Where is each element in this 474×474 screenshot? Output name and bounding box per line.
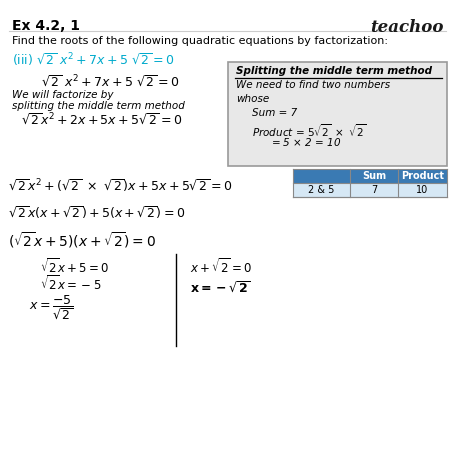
Text: $x + \sqrt{2} = 0$: $x + \sqrt{2} = 0$ (190, 257, 252, 276)
FancyBboxPatch shape (292, 169, 447, 183)
Text: $\sqrt{2}x + 5 = 0$: $\sqrt{2}x + 5 = 0$ (40, 257, 109, 276)
Text: Sum = 7: Sum = 7 (252, 108, 298, 118)
Text: Find the roots of the following quadratic equations by factorization:: Find the roots of the following quadrati… (11, 36, 388, 46)
Text: Product: Product (401, 171, 444, 181)
Text: Splitting the middle term method: Splitting the middle term method (236, 66, 432, 76)
Text: Product = $5\sqrt{2}\ \times\ \sqrt{2}$: Product = $5\sqrt{2}\ \times\ \sqrt{2}$ (252, 122, 367, 139)
Text: Sum: Sum (362, 171, 386, 181)
Text: $x = \dfrac{-5}{\sqrt{2}}$: $x = \dfrac{-5}{\sqrt{2}}$ (29, 294, 73, 322)
Text: 2 & 5: 2 & 5 (308, 185, 335, 195)
Text: 10: 10 (417, 185, 428, 195)
Text: $\sqrt{2}x^2 + (\sqrt{2}\ \times\ \sqrt{2})x + 5x + 5\sqrt{2} = 0$: $\sqrt{2}x^2 + (\sqrt{2}\ \times\ \sqrt{… (8, 178, 232, 195)
Text: splitting the middle term method: splitting the middle term method (11, 101, 184, 111)
FancyBboxPatch shape (228, 62, 447, 166)
Text: $\sqrt{2}x(x + \sqrt{2}) + 5(x + \sqrt{2}) = 0$: $\sqrt{2}x(x + \sqrt{2}) + 5(x + \sqrt{2… (8, 204, 185, 221)
Text: We need to find two numbers: We need to find two numbers (236, 80, 390, 90)
Text: $\sqrt{2}x^2 + 2x + 5x + 5\sqrt{2} = 0$: $\sqrt{2}x^2 + 2x + 5x + 5\sqrt{2} = 0$ (21, 112, 182, 128)
Text: (iii) $\sqrt{2}\ x^2 + 7x + 5\ \sqrt{2} = 0$: (iii) $\sqrt{2}\ x^2 + 7x + 5\ \sqrt{2} … (11, 52, 174, 69)
Text: We will factorize by: We will factorize by (11, 90, 113, 100)
Text: teachoo: teachoo (370, 19, 443, 36)
Text: $\mathbf{x = -\sqrt{2}}$: $\mathbf{x = -\sqrt{2}}$ (190, 281, 250, 296)
Text: $\sqrt{2}\ x^2 + 7x + 5\ \sqrt{2} = 0$: $\sqrt{2}\ x^2 + 7x + 5\ \sqrt{2} = 0$ (41, 74, 180, 90)
Text: = 5 $\times$ 2 = 10: = 5 $\times$ 2 = 10 (272, 136, 342, 148)
Text: $\sqrt{2}x = -5$: $\sqrt{2}x = -5$ (40, 274, 102, 293)
Text: Ex 4.2, 1: Ex 4.2, 1 (11, 19, 80, 33)
FancyBboxPatch shape (292, 183, 447, 197)
Text: whose: whose (236, 94, 269, 104)
Text: 7: 7 (371, 185, 377, 195)
Text: $(\sqrt{2}x + 5)(x + \sqrt{2}) = 0$: $(\sqrt{2}x + 5)(x + \sqrt{2}) = 0$ (8, 230, 155, 250)
